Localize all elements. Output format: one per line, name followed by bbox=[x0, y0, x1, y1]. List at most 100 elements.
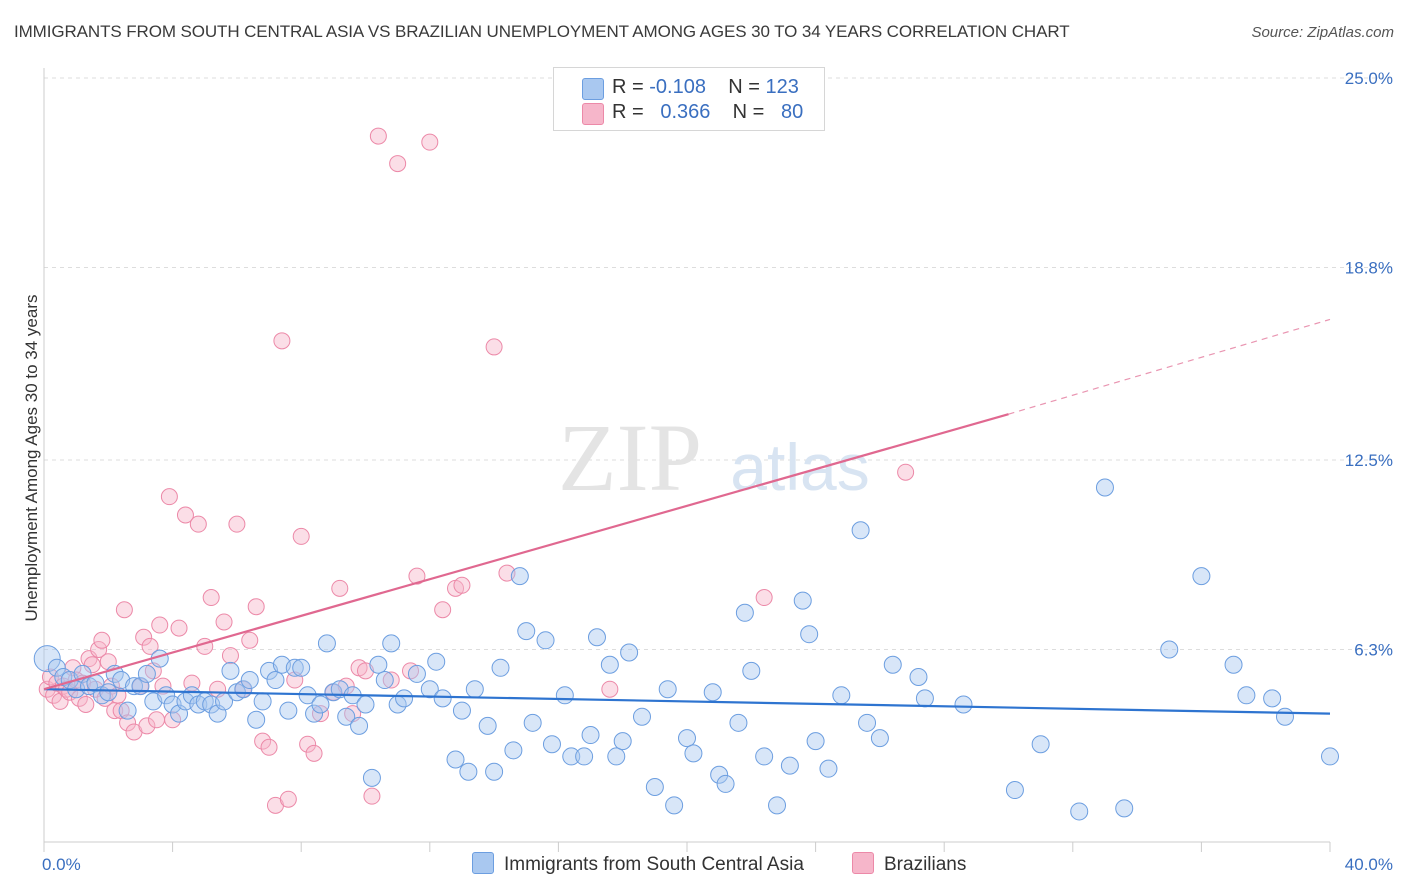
south-central-asia-point-87 bbox=[684, 744, 703, 763]
south-central-asia-point-104 bbox=[870, 729, 889, 748]
brazilians-point-40 bbox=[189, 515, 207, 533]
south-central-asia-point-46 bbox=[337, 707, 356, 726]
brazilians-point-61 bbox=[331, 579, 349, 597]
south-central-asia-point-110 bbox=[1031, 735, 1050, 754]
bottom-legend-swatch-blue bbox=[472, 852, 494, 874]
south-central-asia-point-49 bbox=[356, 695, 375, 714]
south-central-asia-point-66 bbox=[491, 658, 510, 677]
south-central-asia-point-76 bbox=[581, 726, 600, 745]
correlation-legend: R = -0.108 N = 123 R = 0.366 N = 80 bbox=[553, 67, 825, 131]
brazilians-point-42 bbox=[202, 589, 220, 607]
south-central-asia-point-86 bbox=[678, 729, 696, 748]
south-central-asia-point-0 bbox=[33, 645, 61, 673]
south-central-asia-point-103 bbox=[858, 713, 877, 732]
south-central-asia-point-109 bbox=[1005, 781, 1024, 800]
south-central-asia-point-114 bbox=[1160, 640, 1179, 659]
south-central-asia-point-37 bbox=[279, 701, 298, 720]
trend-line-brazilians-extension bbox=[1008, 318, 1331, 415]
south-central-asia-point-90 bbox=[716, 774, 735, 793]
brazilians-point-53 bbox=[273, 332, 291, 350]
south-central-asia-point-59 bbox=[433, 689, 452, 708]
south-central-asia-point-1 bbox=[47, 658, 66, 677]
source-credit: Source: ZipAtlas.com bbox=[1251, 24, 1394, 41]
brazilians-point-72 bbox=[421, 133, 439, 151]
legend-n-value-blue: 123 bbox=[765, 76, 799, 98]
south-central-asia-point-33 bbox=[253, 692, 272, 711]
brazilians-point-75 bbox=[453, 576, 471, 594]
brazilians-point-38 bbox=[176, 506, 194, 524]
brazilians-point-56 bbox=[292, 527, 310, 545]
south-central-asia-point-68 bbox=[510, 567, 529, 586]
brazilians-point-14 bbox=[83, 656, 101, 674]
south-central-asia-point-70 bbox=[523, 713, 542, 732]
south-central-asia-point-69 bbox=[517, 622, 536, 641]
south-central-asia-point-108 bbox=[954, 695, 973, 714]
south-central-asia-point-79 bbox=[607, 747, 626, 766]
brazilians-point-45 bbox=[221, 647, 239, 665]
brazilians-point-33 bbox=[151, 616, 169, 634]
south-central-asia-point-85 bbox=[665, 796, 684, 815]
brazilians-point-46 bbox=[228, 515, 246, 533]
south-central-asia-point-116 bbox=[1224, 655, 1243, 674]
watermark-zip: ZIP bbox=[558, 404, 702, 511]
south-central-asia-point-115 bbox=[1192, 567, 1211, 586]
legend-swatch-blue bbox=[582, 78, 604, 100]
south-central-asia-point-56 bbox=[407, 664, 426, 683]
brazilians-point-66 bbox=[363, 787, 381, 805]
brazilians-point-24 bbox=[115, 601, 133, 619]
south-central-asia-point-80 bbox=[613, 732, 632, 751]
legend-r-label: R = bbox=[612, 76, 644, 98]
brazilians-point-25 bbox=[119, 714, 137, 732]
south-central-asia-point-111 bbox=[1070, 802, 1089, 821]
south-central-asia-point-12 bbox=[118, 701, 137, 720]
brazilians-point-50 bbox=[254, 732, 272, 750]
south-central-asia-point-77 bbox=[587, 628, 606, 647]
south-central-asia-point-65 bbox=[485, 762, 504, 781]
south-central-asia-point-97 bbox=[793, 591, 812, 610]
trend-line-brazilians bbox=[43, 413, 1009, 691]
south-central-asia-point-120 bbox=[1321, 747, 1339, 766]
brazilians-point-48 bbox=[241, 631, 259, 649]
brazilians-point-51 bbox=[260, 738, 278, 756]
south-central-asia-point-118 bbox=[1263, 689, 1282, 708]
south-central-asia-point-51 bbox=[369, 655, 388, 674]
brazilians-point-32 bbox=[148, 711, 166, 729]
south-central-asia-point-101 bbox=[832, 686, 851, 705]
brazilians-point-35 bbox=[160, 488, 178, 506]
south-central-asia-point-100 bbox=[819, 759, 838, 778]
south-central-asia-point-106 bbox=[909, 667, 928, 686]
axes bbox=[43, 68, 1331, 852]
watermark: ZIP atlas bbox=[558, 404, 870, 511]
brazilians-point-68 bbox=[382, 671, 400, 689]
y-tick-label-1: 12.5% bbox=[1345, 451, 1393, 470]
south-central-asia-point-39 bbox=[292, 658, 311, 677]
brazilians-point-28 bbox=[135, 628, 153, 646]
south-central-asia-point-93 bbox=[742, 661, 761, 680]
brazilians-point-54 bbox=[279, 790, 297, 808]
south-central-asia-point-53 bbox=[382, 634, 401, 653]
south-central-asia-point-78 bbox=[600, 655, 619, 674]
brazilians-point-37 bbox=[170, 619, 188, 637]
south-central-asia-point-117 bbox=[1237, 686, 1256, 705]
south-central-asia-point-48 bbox=[350, 716, 369, 735]
x-tick-label-1: 40.0% bbox=[1345, 855, 1393, 874]
south-central-asia-point-94 bbox=[755, 747, 774, 766]
south-central-asia-point-64 bbox=[478, 716, 497, 735]
brazilians-point-12 bbox=[77, 695, 95, 713]
south-central-asia-point-83 bbox=[645, 777, 664, 796]
watermark-atlas: atlas bbox=[730, 430, 869, 504]
legend-n-value-pink: 80 bbox=[781, 101, 804, 123]
south-central-asia-point-31 bbox=[240, 671, 259, 690]
brazilians-point-80 bbox=[897, 463, 915, 481]
south-central-asia-point-99 bbox=[806, 732, 825, 751]
brazilians-point-57 bbox=[299, 735, 317, 753]
y-tick-label-0: 6.3% bbox=[1354, 640, 1393, 659]
y-tick-label-2: 18.8% bbox=[1345, 258, 1393, 277]
brazilians-point-16 bbox=[90, 640, 108, 658]
south-central-asia-point-82 bbox=[632, 707, 651, 726]
brazilians-point-79 bbox=[755, 589, 773, 607]
brazilians-point-71 bbox=[408, 567, 426, 585]
south-central-asia-point-112 bbox=[1095, 478, 1114, 497]
south-central-asia-point-32 bbox=[247, 710, 266, 729]
brazilians-point-58 bbox=[305, 744, 323, 762]
